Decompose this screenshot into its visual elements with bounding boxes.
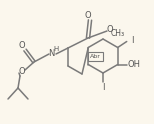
Text: I: I: [102, 83, 104, 93]
Text: Abr: Abr: [90, 53, 101, 59]
Text: OH: OH: [127, 60, 140, 69]
Text: O: O: [19, 66, 25, 76]
Text: O: O: [85, 12, 91, 20]
Text: I: I: [132, 36, 134, 45]
Text: CH₃: CH₃: [111, 29, 125, 37]
Text: N: N: [48, 49, 54, 59]
Text: O: O: [107, 26, 113, 34]
FancyBboxPatch shape: [88, 51, 103, 61]
Text: O: O: [19, 42, 25, 50]
Text: H: H: [53, 46, 59, 52]
